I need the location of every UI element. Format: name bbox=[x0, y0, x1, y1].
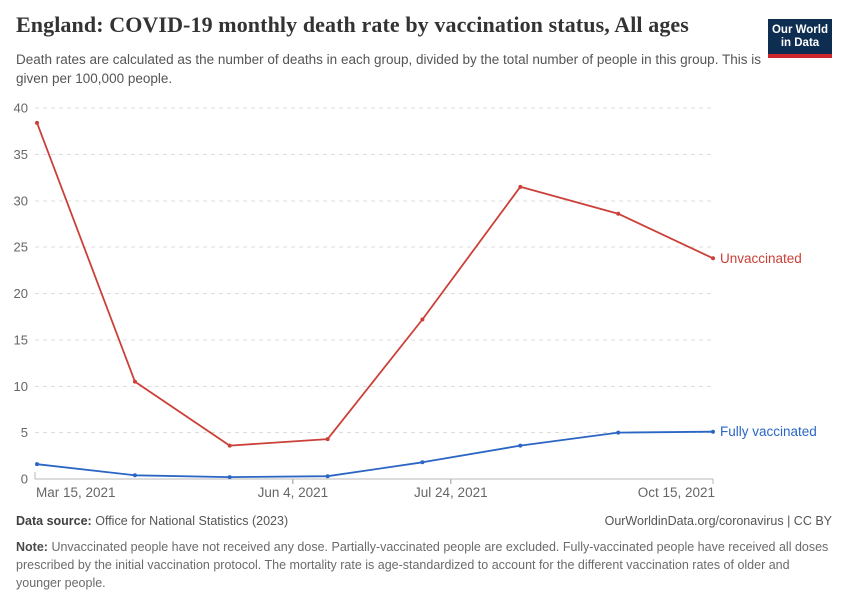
data-point-fully-vaccinated bbox=[711, 429, 715, 434]
data-point-unvaccinated bbox=[711, 256, 715, 261]
chart-subtitle: Death rates are calculated as the number… bbox=[16, 52, 761, 86]
y-tick-label: 40 bbox=[14, 101, 28, 116]
y-tick-label: 5 bbox=[21, 425, 28, 440]
x-tick-label: Mar 15, 2021 bbox=[36, 485, 116, 500]
data-point-fully-vaccinated bbox=[325, 474, 330, 479]
footer-source-row: Data source: Office for National Statist… bbox=[16, 514, 832, 528]
data-point-fully-vaccinated bbox=[616, 430, 621, 435]
series-line-fully-vaccinated bbox=[36, 430, 714, 479]
data-point-fully-vaccinated bbox=[132, 473, 137, 478]
y-tick-label: 15 bbox=[14, 332, 28, 347]
series-line-unvaccinated bbox=[36, 121, 714, 447]
owid-logo-line1: Our World bbox=[771, 24, 828, 36]
y-tick-label: 35 bbox=[14, 147, 28, 162]
data-point-fully-vaccinated bbox=[35, 462, 39, 467]
chart-note: Note: Unvaccinated people have not recei… bbox=[16, 538, 832, 592]
y-tick-label: 10 bbox=[14, 379, 28, 394]
data-point-fully-vaccinated bbox=[420, 460, 425, 465]
data-source: Data source: Office for National Statist… bbox=[16, 514, 288, 528]
y-tick-label: 30 bbox=[14, 193, 28, 208]
note-label: Note: bbox=[16, 540, 48, 554]
line-chart-area: 0 5 10 15 20 25 30 35 40 Mar 15, 2021 Jun 4, 2021 J… bbox=[0, 100, 850, 505]
data-point-fully-vaccinated bbox=[227, 475, 232, 480]
data-point-unvaccinated bbox=[132, 379, 137, 384]
data-point-unvaccinated bbox=[227, 443, 232, 448]
note-text: Unvaccinated people have not received an… bbox=[16, 540, 829, 590]
owid-logo[interactable]: Our World in Data bbox=[768, 19, 832, 58]
x-tick-label: Jun 4, 2021 bbox=[258, 485, 329, 500]
chart-title: England: COVID-19 monthly death rate by … bbox=[16, 12, 689, 37]
x-tick-label: Jul 24, 2021 bbox=[414, 485, 488, 500]
chart-canvas: 0 5 10 15 20 25 30 35 40 Mar 15, 2021 Jun 4, 2021 J… bbox=[14, 101, 817, 501]
data-point-unvaccinated bbox=[325, 437, 330, 442]
x-tick-label: Oct 15, 2021 bbox=[638, 485, 715, 500]
series-label-fully-vaccinated: Fully vaccinated bbox=[720, 424, 817, 439]
data-point-fully-vaccinated bbox=[518, 443, 523, 448]
data-point-unvaccinated bbox=[616, 211, 621, 216]
owid-logo-line2: in Data bbox=[780, 37, 820, 49]
y-tick-label: 20 bbox=[14, 286, 28, 301]
data-point-unvaccinated bbox=[35, 120, 39, 125]
y-tick-label: 25 bbox=[14, 240, 28, 255]
y-tick-label: 0 bbox=[21, 472, 28, 487]
data-source-value: Office for National Statistics (2023) bbox=[95, 514, 289, 528]
data-point-unvaccinated bbox=[420, 317, 425, 322]
attribution-link[interactable]: OurWorldinData.org/coronavirus | CC BY bbox=[604, 514, 832, 528]
series-label-unvaccinated: Unvaccinated bbox=[720, 251, 802, 266]
data-point-unvaccinated bbox=[518, 184, 523, 189]
data-source-label: Data source: bbox=[16, 514, 92, 528]
